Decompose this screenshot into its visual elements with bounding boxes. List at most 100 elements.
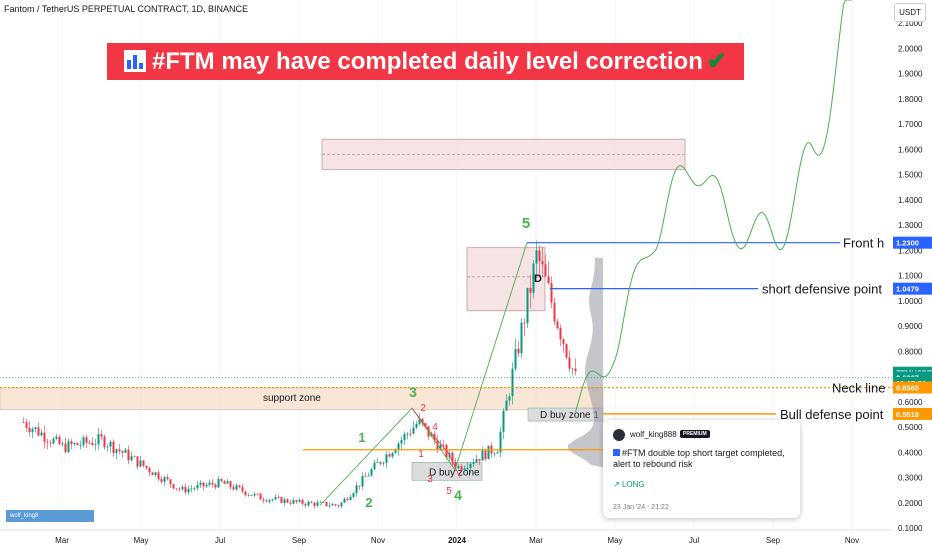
- d-buy-zone-1-label: D buy zone 1: [540, 410, 599, 421]
- candle-body: [508, 396, 511, 401]
- d-zone-box: [466, 247, 546, 312]
- candle-body: [571, 368, 574, 370]
- candle-body: [130, 456, 133, 461]
- price-tick: 1.6000: [898, 145, 923, 154]
- currency-button[interactable]: USDT: [894, 3, 926, 22]
- wave-label-red: 3: [427, 474, 433, 485]
- bar-chart-icon: [613, 449, 620, 456]
- candle-body: [175, 488, 178, 490]
- wave-label-green: 5: [522, 215, 530, 232]
- candle-body: [487, 445, 490, 460]
- candle-body: [388, 454, 391, 457]
- candle-body: [70, 441, 73, 445]
- candle-body: [334, 504, 337, 506]
- candle-body: [379, 462, 382, 464]
- d-buy-zone-label: D buy zone: [429, 467, 480, 478]
- correction-lines: [411, 407, 461, 478]
- candle-body: [28, 427, 31, 433]
- candle-body: [283, 499, 286, 504]
- candle-body: [481, 450, 484, 461]
- price-axis[interactable]: 2.1000 2.0000 1.9000 1.8000 1.7000 1.6000 1.50…: [893, 0, 932, 533]
- direction-text: LONG: [621, 480, 645, 489]
- price-label-bg: [893, 282, 932, 295]
- candle-body: [529, 287, 532, 293]
- price-tick: 0.6000: [898, 398, 923, 407]
- price-tick: 0.4000: [898, 448, 923, 457]
- candle-body: [310, 501, 313, 503]
- candle-body: [541, 261, 544, 265]
- candle-body: [157, 472, 160, 480]
- candle-body: [439, 444, 442, 451]
- candle-body: [79, 444, 82, 446]
- candle-body: [247, 494, 250, 496]
- candle-body: [523, 322, 526, 324]
- candle-body: [244, 491, 247, 495]
- candle-body: [316, 502, 319, 506]
- price-label: 0.5518: [896, 410, 919, 419]
- price-tick: 1.4000: [898, 196, 923, 205]
- candle-body: [217, 478, 220, 488]
- time-tick: 2024: [448, 536, 466, 545]
- candle-body: [58, 436, 61, 445]
- candle-body: [265, 500, 268, 502]
- candle-body: [151, 472, 154, 476]
- candle-body: [103, 436, 106, 448]
- projection-layer: [319, 0, 852, 506]
- candle-body: [196, 484, 199, 489]
- candle-body: [139, 460, 142, 467]
- candle-body: [499, 431, 502, 453]
- price-tick: 0.8000: [898, 347, 923, 356]
- candle-body: [364, 475, 367, 477]
- candle-body: [502, 410, 505, 432]
- related-idea-card[interactable]: wolf_king888 PREMIUM #FTM double top sho…: [603, 420, 800, 518]
- candle-body: [82, 437, 85, 445]
- candle-body: [241, 487, 244, 492]
- projection-path: [575, 0, 852, 413]
- candle-body: [517, 348, 520, 354]
- candle-body: [430, 433, 433, 437]
- wave-label-red: 1: [418, 449, 424, 460]
- candle-body: [313, 502, 316, 506]
- candle-body: [538, 250, 541, 262]
- candle-body: [406, 433, 409, 435]
- price-label-bg: [893, 407, 932, 420]
- avatar: [613, 429, 625, 441]
- candle-body: [121, 451, 124, 453]
- support-zone-label: support zone: [263, 393, 321, 404]
- candle-body: [373, 462, 376, 470]
- candle-body: [178, 488, 181, 490]
- price-tick: 0.2000: [898, 499, 923, 508]
- candle-body: [337, 505, 340, 507]
- banner-text: #FTM may have completed daily level corr…: [152, 48, 703, 75]
- idea-title[interactable]: #FTM double top short target completed, …: [613, 448, 795, 470]
- time-axis[interactable]: Mar May Jul Sep Nov 2024 Mar May Jul Sep Nov: [0, 529, 893, 545]
- candle-body: [394, 450, 397, 454]
- candle-body: [385, 454, 388, 463]
- candle-body: [34, 427, 37, 430]
- wave-label-red: 4: [432, 422, 438, 433]
- candle-body: [412, 427, 415, 434]
- candle-body: [460, 466, 463, 470]
- candle-body: [535, 250, 538, 264]
- wave-label-red: 2: [420, 403, 426, 414]
- candle-body: [229, 481, 232, 488]
- candle-body: [106, 446, 109, 448]
- time-tick: May: [133, 536, 148, 545]
- candle-body: [304, 503, 307, 506]
- candle-body: [94, 444, 97, 446]
- candle-body: [400, 439, 403, 444]
- candle-body: [559, 328, 562, 340]
- candle-body: [370, 469, 373, 476]
- candle-body: [463, 468, 466, 470]
- candle-body: [346, 498, 349, 500]
- bull-defense-label: Bull defense point: [780, 407, 884, 422]
- candle-body: [271, 499, 274, 501]
- wave-label-green: 1: [358, 430, 365, 445]
- time-tick: May: [607, 536, 622, 545]
- candle-body: [445, 444, 448, 458]
- candle-body: [295, 500, 298, 502]
- candle-body: [391, 453, 394, 457]
- username[interactable]: wolf_king888: [630, 430, 677, 439]
